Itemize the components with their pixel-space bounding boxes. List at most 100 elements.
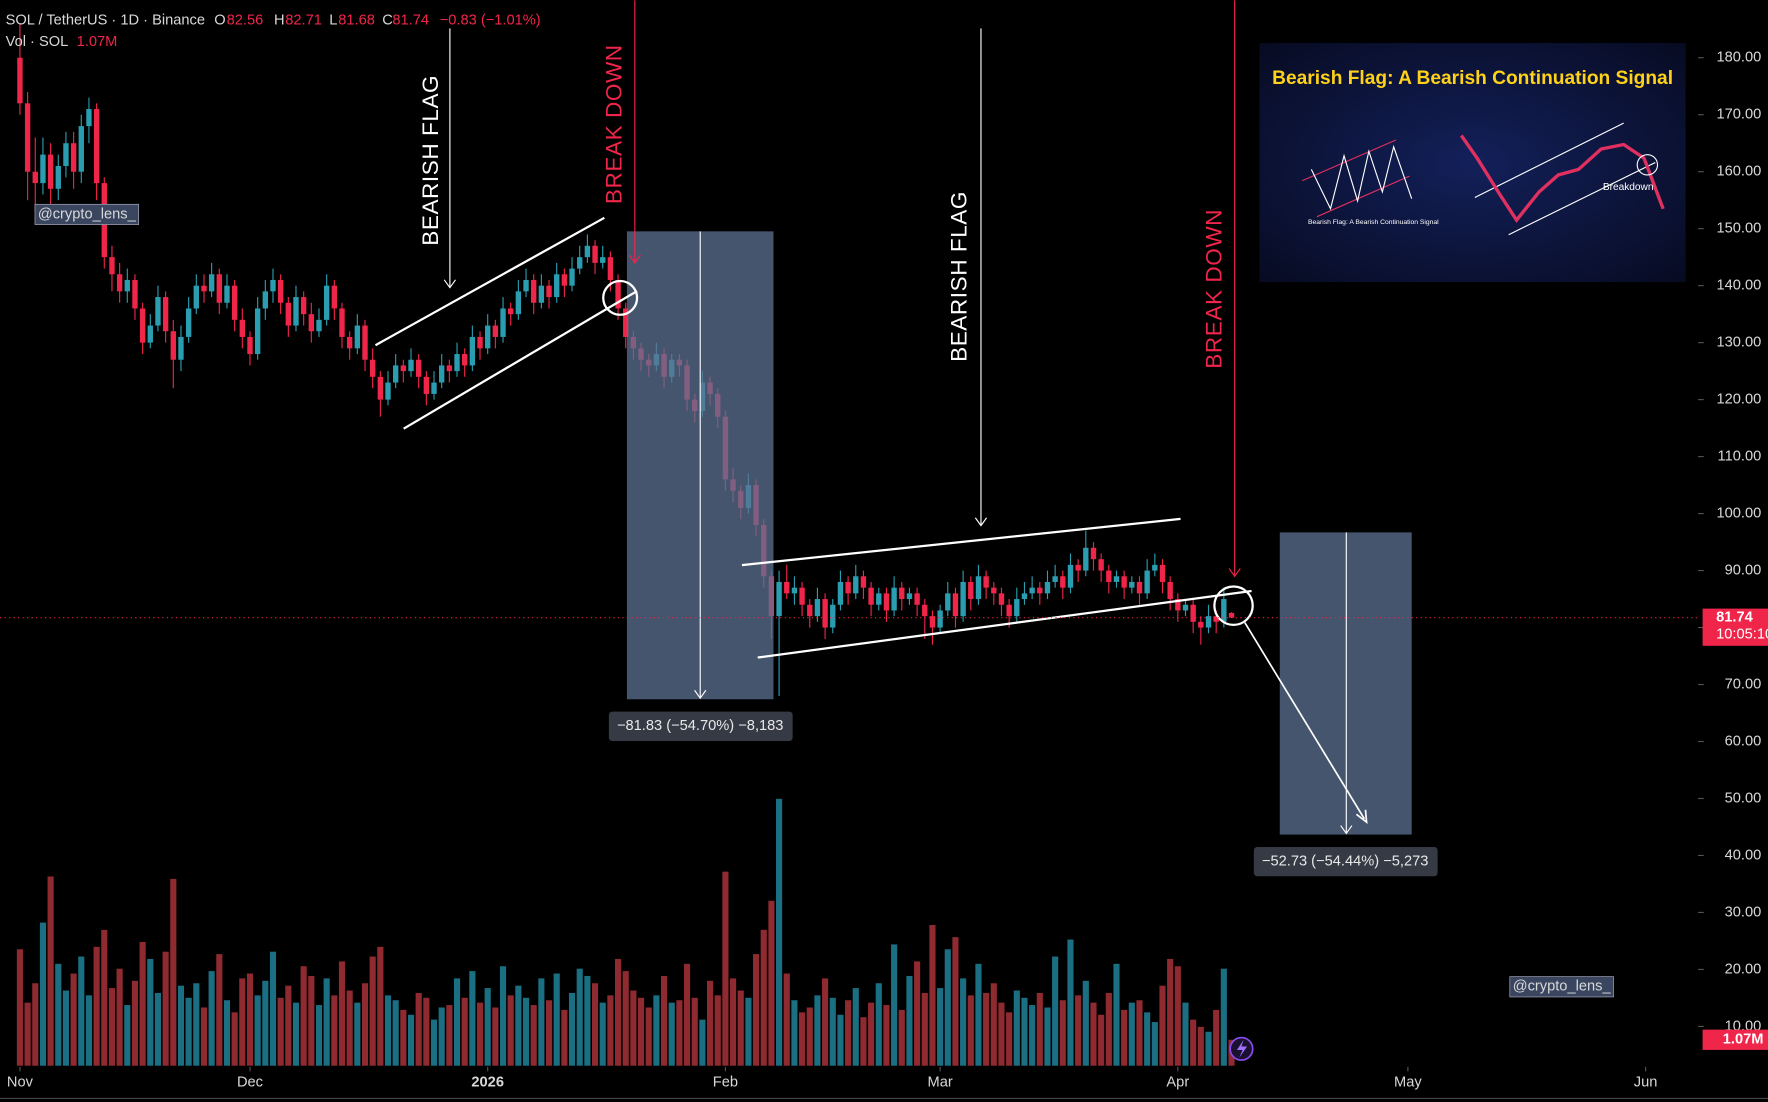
volume-bar xyxy=(208,971,215,1066)
volume-bar xyxy=(990,983,997,1066)
volume-bar xyxy=(430,1019,438,1066)
volume-bar xyxy=(461,997,468,1066)
volume-bar xyxy=(553,973,560,1066)
volume-bar xyxy=(239,978,246,1066)
volume-bar xyxy=(944,949,951,1066)
x-tick-label: Feb xyxy=(713,1075,738,1091)
volume-bar xyxy=(1044,1007,1051,1066)
channel-line xyxy=(403,290,638,430)
volume-bar xyxy=(507,995,514,1066)
candle-body xyxy=(1190,604,1196,622)
volume-bar xyxy=(476,1002,484,1066)
candle-body xyxy=(63,143,69,167)
volume-bar xyxy=(568,992,576,1066)
candle-body xyxy=(906,593,913,600)
candle-body xyxy=(1060,576,1066,588)
candle-body xyxy=(439,365,445,383)
candle-body xyxy=(477,336,483,349)
candle-body xyxy=(837,581,844,605)
inset-price xyxy=(1459,134,1665,223)
volume-bar xyxy=(1105,992,1112,1066)
ohlc-value: 82.56 xyxy=(227,12,264,28)
volume-bar xyxy=(78,956,85,1066)
volume-bar xyxy=(400,1009,407,1066)
inset-line xyxy=(1508,162,1656,236)
ohlc-value: 81.74 xyxy=(392,12,429,28)
x-tick-label: Dec xyxy=(237,1075,263,1091)
candle-body xyxy=(1159,564,1166,582)
volume-bar xyxy=(354,1002,361,1066)
candle-body xyxy=(316,319,322,332)
y-tick-label: 90.00 xyxy=(1725,562,1762,578)
y-tick-label: 70.00 xyxy=(1725,676,1762,692)
volume-bar xyxy=(223,1000,231,1066)
candle-body xyxy=(70,143,77,172)
volume-bar xyxy=(1213,1009,1220,1066)
candle-body xyxy=(876,593,882,605)
candle-body xyxy=(170,331,176,360)
candle-body xyxy=(392,365,399,383)
volume-bar xyxy=(315,1005,323,1066)
candle-body xyxy=(1098,559,1104,571)
x-tick-label: 2026 xyxy=(471,1075,504,1091)
volume-bar xyxy=(952,937,959,1066)
volume-bar xyxy=(469,971,476,1066)
volume-bar xyxy=(530,1005,537,1066)
candle-body xyxy=(293,297,299,326)
volume-bar xyxy=(1113,963,1120,1066)
candle-body xyxy=(914,593,920,605)
volume-bar xyxy=(561,1009,568,1066)
candle-body xyxy=(500,308,506,337)
volume-bar xyxy=(300,966,307,1066)
candle-body xyxy=(945,593,951,611)
watermark-box xyxy=(1509,976,1614,998)
candle-body xyxy=(952,593,959,617)
volume-bar xyxy=(62,990,70,1066)
candle-body xyxy=(515,291,522,315)
volume-bar xyxy=(783,973,790,1066)
candle-body xyxy=(853,576,859,594)
volume-bar xyxy=(147,958,154,1066)
volume-bar xyxy=(845,1000,852,1066)
candle-body xyxy=(1037,587,1043,594)
y-tick-label: 20.00 xyxy=(1725,961,1762,977)
candle-body xyxy=(1121,576,1127,588)
volume-title: Vol · SOL xyxy=(6,34,69,50)
volume-bar xyxy=(1174,966,1181,1066)
ohlc-label: L xyxy=(329,12,337,28)
candle-body xyxy=(285,302,292,326)
change: −0.83 (−1.01%) xyxy=(440,12,541,28)
volume-bar xyxy=(338,961,346,1066)
candle-body xyxy=(607,257,614,280)
candle-body xyxy=(86,109,92,127)
arrow-head xyxy=(974,517,988,527)
candle-body xyxy=(124,279,130,292)
candle-body xyxy=(623,308,629,337)
watermark-box xyxy=(34,203,140,225)
volume-bar xyxy=(837,1014,844,1066)
candle-body xyxy=(239,319,245,337)
candle-body xyxy=(799,587,805,605)
volume-bar xyxy=(860,1017,867,1066)
volume-bar xyxy=(730,978,737,1066)
inset-line xyxy=(1474,122,1624,199)
y-tick-label: 40.00 xyxy=(1725,847,1762,863)
volume-bar xyxy=(116,968,123,1066)
inset xyxy=(1259,43,1686,283)
candle-body xyxy=(109,257,115,275)
volume-bar xyxy=(1052,956,1059,1066)
volume-bar xyxy=(415,992,422,1066)
candle-body xyxy=(270,279,276,292)
volume-bar xyxy=(70,973,77,1066)
volume-bar xyxy=(254,995,261,1066)
candle-body xyxy=(569,268,575,286)
volume-bar xyxy=(898,1009,905,1066)
candle-body xyxy=(193,285,199,309)
candle-body xyxy=(1136,581,1143,594)
volume-bar xyxy=(637,997,645,1066)
candle-body xyxy=(47,154,54,189)
volume-bar xyxy=(676,1000,683,1066)
volume-bar xyxy=(1197,1026,1204,1066)
annotation: BEARISH FLAG xyxy=(947,191,972,362)
candle-body xyxy=(600,257,606,263)
